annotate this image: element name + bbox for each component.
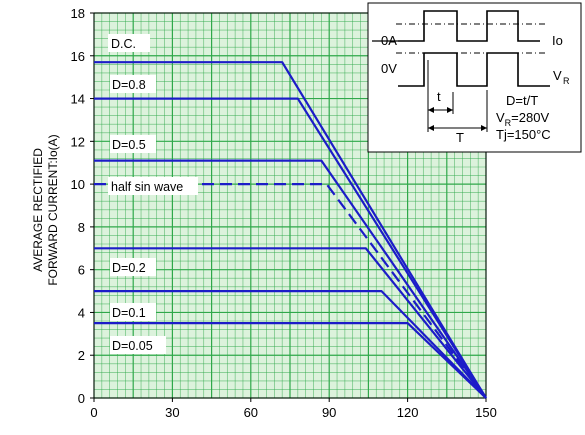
- inset-t-arrowhead-right: [447, 107, 453, 113]
- y-tick-label: 0: [78, 391, 85, 406]
- inset-t-arrowhead-left: [428, 107, 434, 113]
- series-line-1: [94, 97, 487, 399]
- series-group: [94, 61, 487, 399]
- inset-label-T: T: [456, 130, 464, 145]
- inset-eq-vr: VR=280V: [496, 110, 549, 128]
- waveform-inset: 0A Io 0V V R t T D=t/T VR=280V Tj=150°C: [367, 2, 582, 153]
- x-tick-label: 120: [397, 405, 419, 420]
- inset-T-arrowhead-left: [428, 125, 434, 131]
- y-axis-label-line1: AVERAGE RECTIFIED: [31, 148, 45, 272]
- x-tick-label: 30: [165, 405, 179, 420]
- y-axis-label-line2: FORWARD CURRENT:Io(A): [46, 134, 60, 285]
- x-tick-label: 90: [322, 405, 336, 420]
- inset-label-VR-sub: R: [563, 76, 570, 86]
- y-tick-label: 16: [71, 49, 85, 64]
- inset-label-t: t: [437, 89, 441, 104]
- label-bg-d02: [110, 258, 156, 276]
- y-tick-label: 2: [78, 348, 85, 363]
- y-tick-label: 8: [78, 220, 85, 235]
- inset-frame: [367, 2, 582, 153]
- inset-eq-duty: D=t/T: [506, 93, 538, 108]
- series-label-d01: D=0.1: [112, 306, 146, 320]
- series-line-0: [94, 61, 487, 399]
- label-bg-dc: [108, 34, 150, 52]
- inset-io-waveform: [398, 10, 540, 42]
- series-label-d02: D=0.2: [112, 261, 146, 275]
- y-tick-label: 12: [71, 134, 85, 149]
- label-bg-d08: [110, 75, 156, 93]
- series-line-5: [94, 290, 487, 399]
- x-tick-label: 150: [475, 405, 497, 420]
- y-tick-label: 6: [78, 263, 85, 278]
- y-tick-label: 4: [78, 305, 85, 320]
- label-bg-d005: [110, 336, 166, 354]
- inset-label-0V: 0V: [381, 61, 397, 76]
- y-tick-label: 10: [71, 177, 85, 192]
- y-tick-label: 18: [71, 6, 85, 21]
- series-line-4: [94, 247, 487, 399]
- series-label-d005: D=0.05: [112, 339, 153, 353]
- series-line-2: [94, 159, 487, 399]
- x-axis: 0 30 60 90 120 150: [90, 398, 497, 420]
- series-line-6: [94, 322, 487, 399]
- label-bg-d01: [110, 303, 156, 321]
- series-label-dc: D.C.: [111, 37, 136, 51]
- series-label-d08: D=0.8: [112, 78, 146, 92]
- y-tick-label: 14: [71, 92, 85, 107]
- x-tick-label: 0: [90, 405, 97, 420]
- inset-vr-waveform: [398, 52, 550, 87]
- label-bg-d05: [110, 135, 156, 153]
- inset-eq-tj: Tj=150°C: [496, 127, 551, 142]
- label-bg-halfsin: [108, 177, 198, 195]
- plot-frame: [93, 12, 487, 399]
- series-label-halfsin: half sin wave: [111, 180, 183, 194]
- x-tick-label: 60: [244, 405, 258, 420]
- inset-T-arrowhead-right: [481, 125, 487, 131]
- series-labels: D.C. D=0.8 D=0.5 half sin wave D=0.2 D=0…: [108, 34, 198, 354]
- series-label-d05: D=0.5: [112, 138, 146, 152]
- y-axis: 0 2 4 6 8 10 12 14 16 18: [71, 6, 94, 406]
- inset-label-VR: V: [553, 68, 562, 83]
- inset-label-0A: 0A: [381, 33, 397, 48]
- inset-label-Io: Io: [552, 33, 563, 48]
